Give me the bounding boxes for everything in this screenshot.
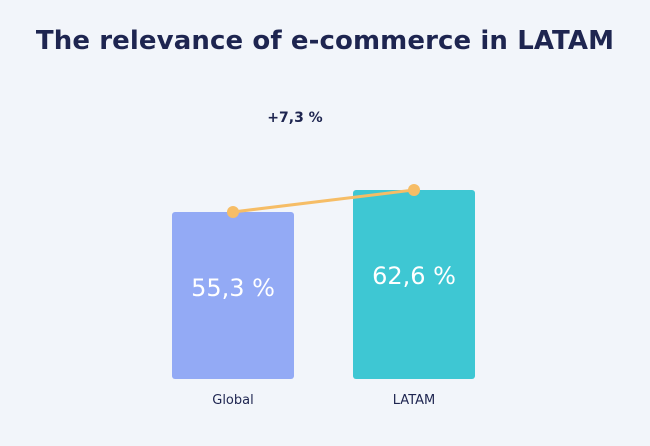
- labels-layer: 55,3 % Global 62,6 % LATAM +7,3 %: [191, 110, 456, 408]
- category-label: Global: [212, 393, 253, 408]
- chart-title: The relevance of e-commerce in LATAM: [35, 26, 615, 56]
- difference-label: +7,3 %: [267, 110, 322, 126]
- bar-latam: [353, 189, 475, 379]
- connector-line: [231, 188, 416, 214]
- bar-value-label: 55,3 %: [191, 274, 275, 302]
- connector-dot-global: [227, 205, 239, 218]
- bar-global: [172, 211, 294, 379]
- connector-dot-latam: [408, 183, 420, 196]
- bars-layer: [172, 189, 475, 379]
- connector-layer: [227, 183, 420, 218]
- category-label: LATAM: [393, 393, 435, 408]
- bar-value-label: 62,6 %: [372, 262, 456, 290]
